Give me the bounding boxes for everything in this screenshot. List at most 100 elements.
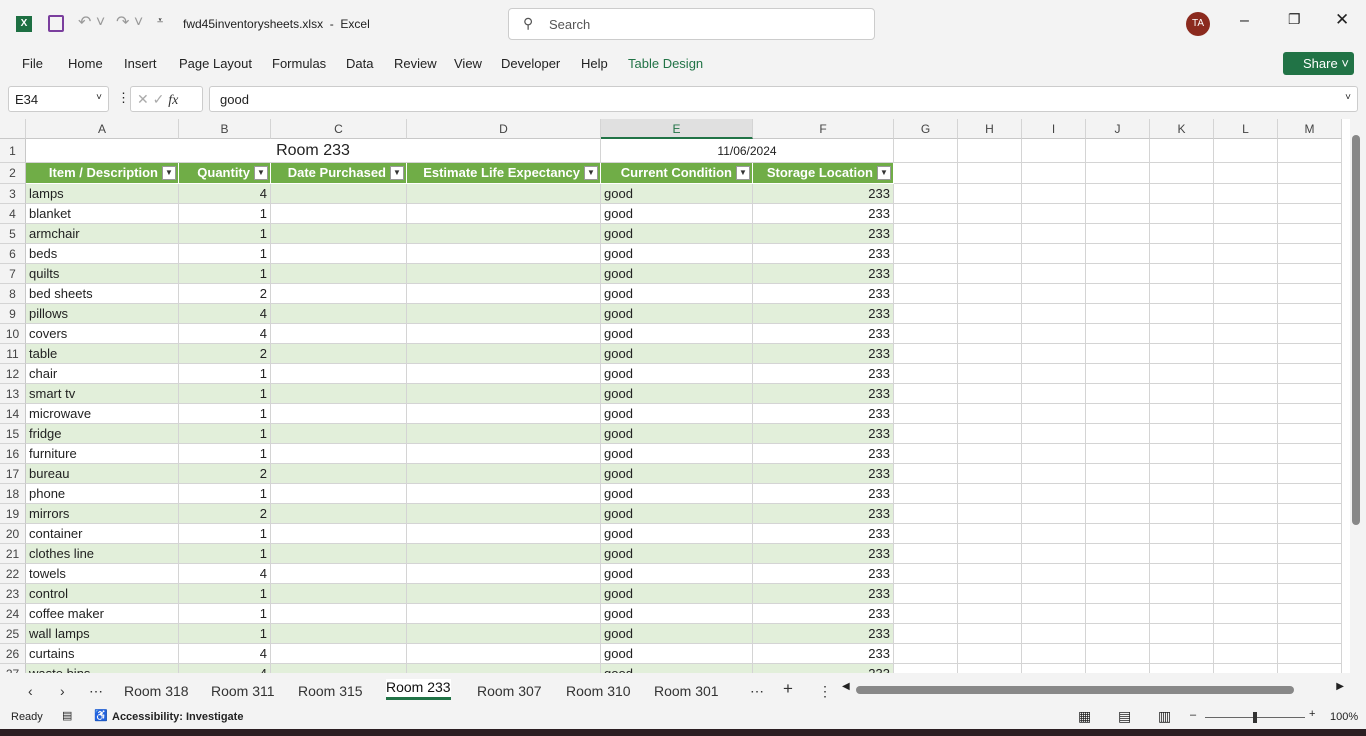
filter-dropdown-icon[interactable]: ▼ (877, 166, 891, 180)
cell[interactable] (1214, 424, 1278, 444)
cell[interactable] (958, 604, 1022, 624)
row-header[interactable]: 20 (0, 524, 26, 544)
cell[interactable] (894, 644, 958, 664)
redo-icon[interactable]: ↷ ˅ (116, 14, 144, 31)
location-cell[interactable]: 233 (753, 544, 894, 564)
quantity-cell[interactable]: 1 (179, 404, 271, 424)
cell[interactable] (1086, 184, 1150, 204)
minimize-button[interactable]: – (1240, 12, 1249, 29)
cell[interactable] (1022, 184, 1086, 204)
cell[interactable] (894, 664, 958, 673)
item-cell[interactable]: quilts (26, 264, 179, 284)
sheet-tab-room-315[interactable]: Room 315 (298, 683, 363, 699)
date-purchased-cell[interactable] (271, 224, 407, 244)
vertical-scrollbar[interactable] (1350, 119, 1366, 675)
cancel-icon[interactable]: ✕ (137, 91, 149, 107)
share-button[interactable]: Share ˅ (1283, 52, 1354, 75)
item-cell[interactable]: microwave (26, 404, 179, 424)
cell[interactable] (1086, 584, 1150, 604)
cell[interactable] (1022, 644, 1086, 664)
date-purchased-cell[interactable] (271, 244, 407, 264)
menu-table-design[interactable]: Table Design (628, 56, 704, 71)
cell[interactable] (1086, 244, 1150, 264)
options-icon[interactable]: ⋮ (818, 683, 832, 699)
item-cell[interactable]: chair (26, 364, 179, 384)
cell[interactable] (958, 664, 1022, 673)
row-header[interactable]: 14 (0, 404, 26, 424)
cell[interactable] (894, 604, 958, 624)
row-header[interactable]: 8 (0, 284, 26, 304)
cell[interactable] (1150, 224, 1214, 244)
quantity-cell[interactable]: 1 (179, 224, 271, 244)
cell[interactable] (958, 564, 1022, 584)
menu-review[interactable]: Review (394, 56, 437, 71)
cell[interactable] (1022, 604, 1086, 624)
cell[interactable] (1278, 644, 1342, 664)
item-cell[interactable]: fridge (26, 424, 179, 444)
cell[interactable] (1150, 264, 1214, 284)
location-cell[interactable]: 233 (753, 224, 894, 244)
cell[interactable] (1022, 464, 1086, 484)
cell[interactable] (1278, 584, 1342, 604)
cell[interactable] (958, 224, 1022, 244)
item-cell[interactable]: smart tv (26, 384, 179, 404)
cell[interactable] (958, 324, 1022, 344)
cell[interactable] (1278, 364, 1342, 384)
life-expectancy-cell[interactable] (407, 204, 601, 224)
cell[interactable] (1086, 544, 1150, 564)
cell[interactable] (1022, 504, 1086, 524)
cell[interactable] (1214, 139, 1278, 163)
sheet-tab-room-301[interactable]: Room 301 (654, 683, 719, 699)
cell[interactable] (1022, 284, 1086, 304)
cell[interactable] (894, 384, 958, 404)
cell[interactable] (1214, 344, 1278, 364)
cell[interactable] (1214, 504, 1278, 524)
date-purchased-cell[interactable] (271, 304, 407, 324)
condition-cell[interactable]: good (601, 504, 753, 524)
column-header-G[interactable]: G (894, 119, 958, 139)
condition-cell[interactable]: good (601, 464, 753, 484)
normal-view-icon[interactable]: ▦ (1078, 708, 1092, 724)
location-cell[interactable]: 233 (753, 204, 894, 224)
cell[interactable] (958, 484, 1022, 504)
item-cell[interactable]: clothes line (26, 544, 179, 564)
cell[interactable] (1150, 139, 1214, 163)
cell[interactable] (894, 484, 958, 504)
location-cell[interactable]: 233 (753, 184, 894, 204)
cell[interactable] (1214, 244, 1278, 264)
cell[interactable] (1150, 644, 1214, 664)
date-purchased-cell[interactable] (271, 564, 407, 584)
row-header[interactable]: 24 (0, 604, 26, 624)
location-cell[interactable]: 233 (753, 624, 894, 644)
sheet-tab-room-318[interactable]: Room 318 (124, 683, 189, 699)
quantity-cell[interactable]: 1 (179, 444, 271, 464)
cell[interactable] (1022, 163, 1086, 184)
life-expectancy-cell[interactable] (407, 344, 601, 364)
condition-cell[interactable]: good (601, 204, 753, 224)
cell[interactable] (1150, 304, 1214, 324)
row-header[interactable]: 16 (0, 444, 26, 464)
cell[interactable] (1022, 564, 1086, 584)
location-cell[interactable]: 233 (753, 584, 894, 604)
life-expectancy-cell[interactable] (407, 524, 601, 544)
cell[interactable] (1022, 384, 1086, 404)
cell[interactable] (1022, 324, 1086, 344)
condition-cell[interactable]: good (601, 424, 753, 444)
date-purchased-cell[interactable] (271, 404, 407, 424)
cell[interactable] (1022, 624, 1086, 644)
cell[interactable] (894, 544, 958, 564)
cell[interactable] (1086, 139, 1150, 163)
cell[interactable] (1150, 364, 1214, 384)
cell[interactable] (958, 344, 1022, 364)
date-purchased-cell[interactable] (271, 484, 407, 504)
cell[interactable] (1086, 324, 1150, 344)
cell[interactable] (1022, 584, 1086, 604)
quantity-cell[interactable]: 1 (179, 424, 271, 444)
more-sheets-icon[interactable]: ⋯ (89, 683, 103, 699)
life-expectancy-cell[interactable] (407, 324, 601, 344)
quantity-cell[interactable]: 2 (179, 284, 271, 304)
cell[interactable] (894, 364, 958, 384)
cell[interactable] (1150, 564, 1214, 584)
item-cell[interactable]: armchair (26, 224, 179, 244)
cell[interactable] (1022, 424, 1086, 444)
